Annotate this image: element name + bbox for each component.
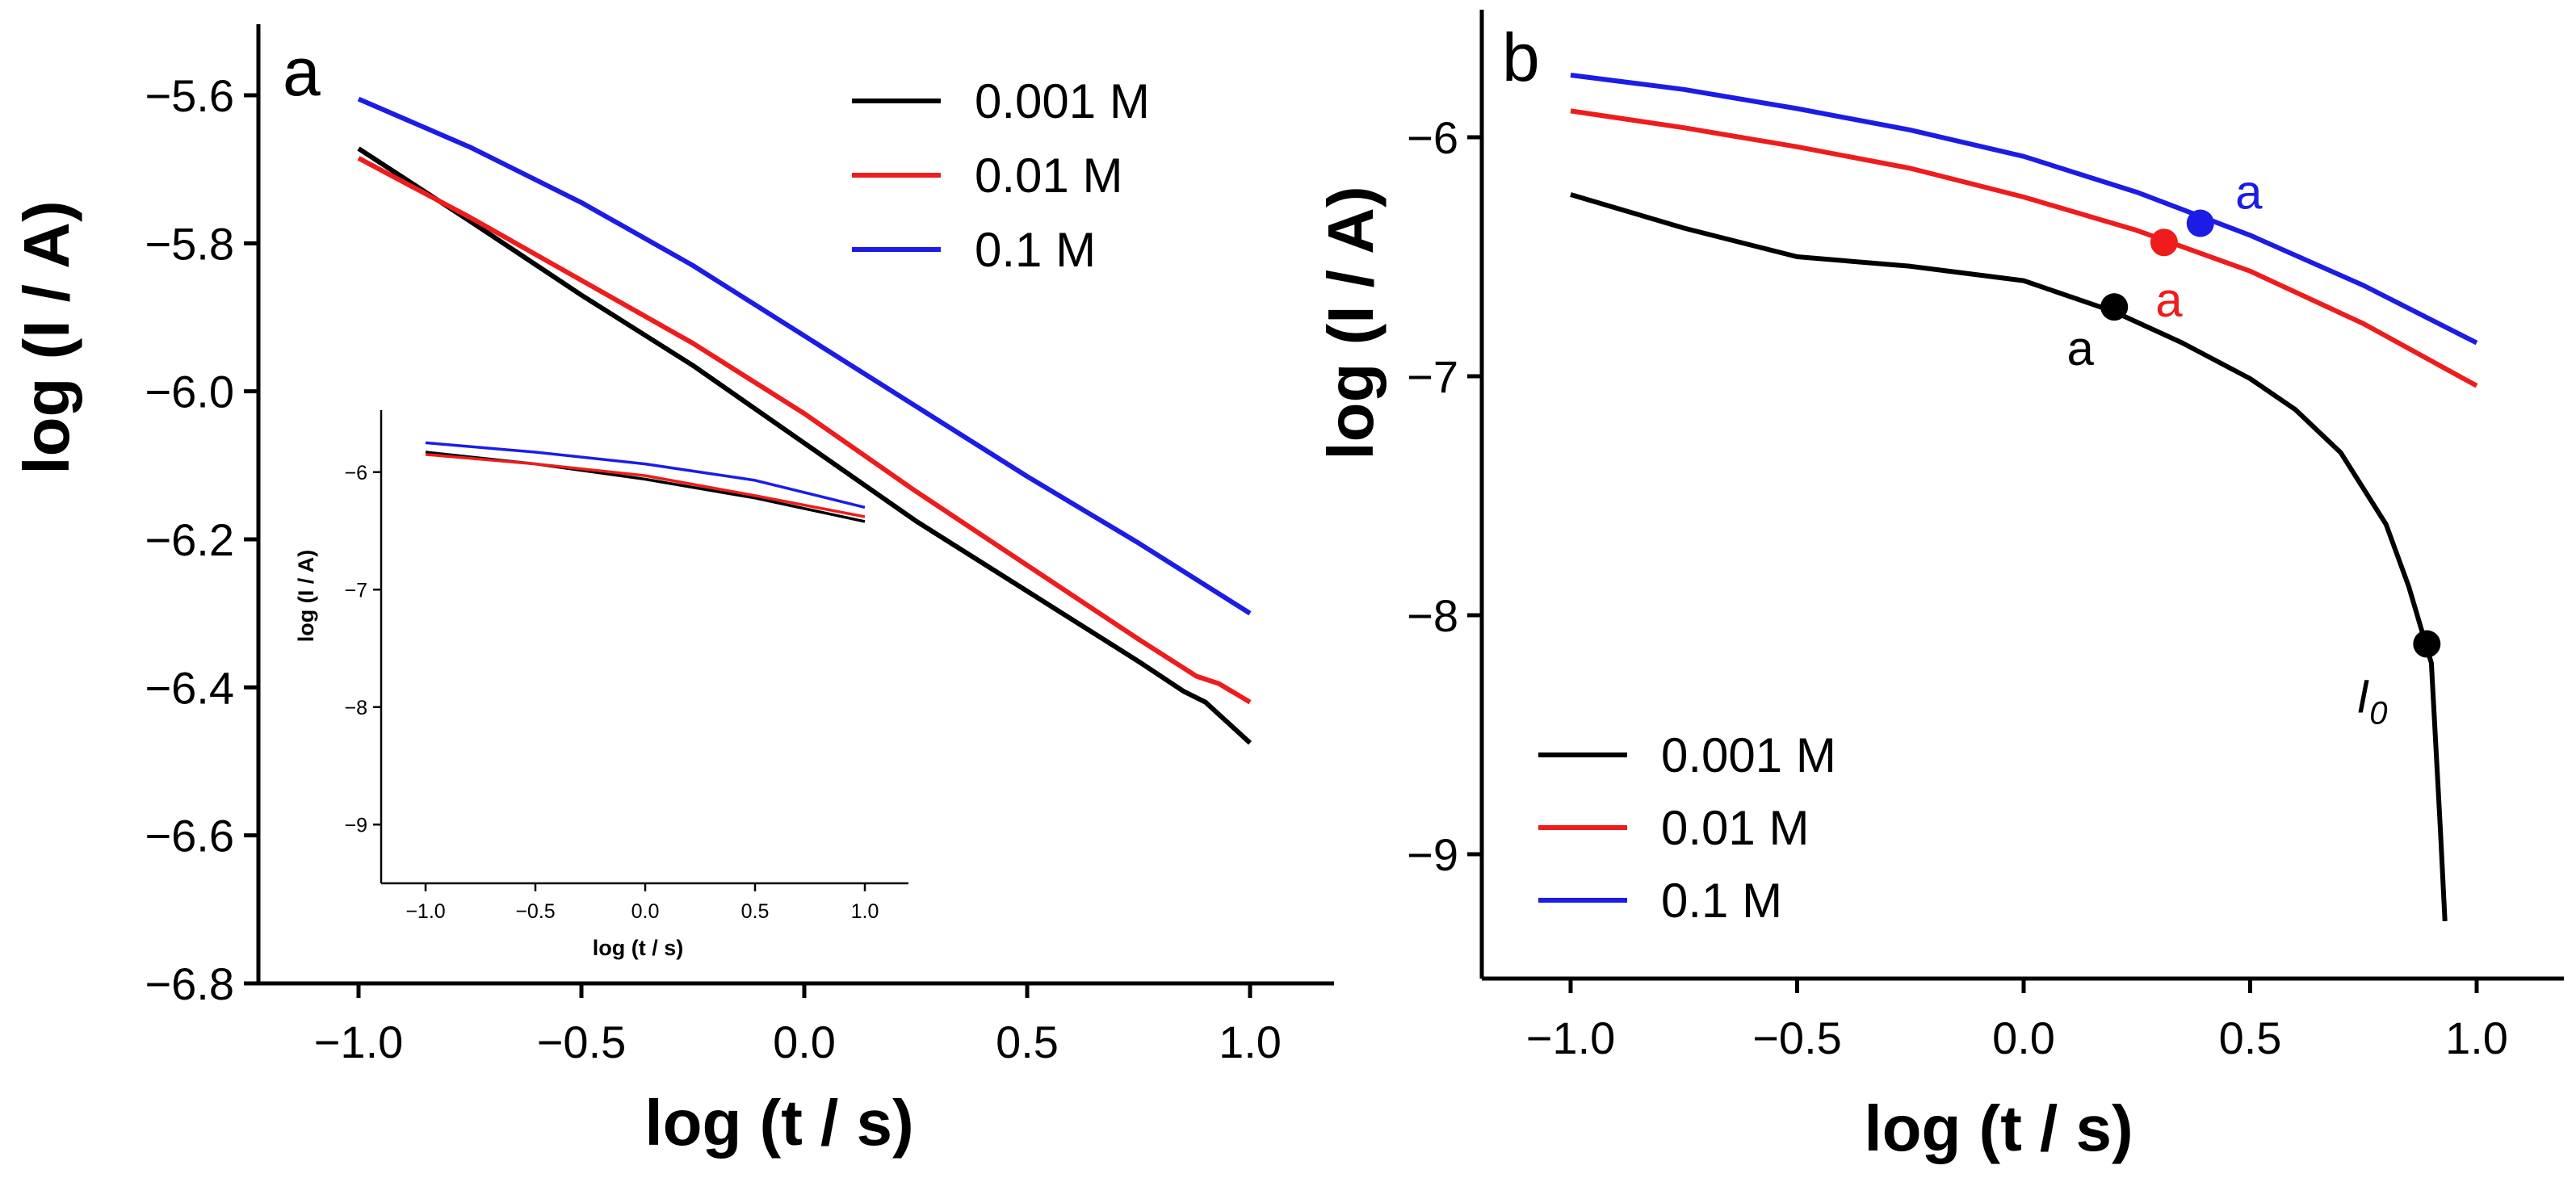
- panel-a-series-0-001-m: [357, 146, 1252, 745]
- panel-b-marker-label-text: a: [2155, 273, 2183, 327]
- inset-x-tick-label: 0.0: [631, 900, 660, 923]
- inset-x-tick-label: −0.5: [515, 900, 555, 923]
- panel-b-xlabel: log (t / s): [1864, 1092, 2133, 1164]
- panel-b-marker-point: [2186, 209, 2214, 237]
- panel-label-a: a: [283, 34, 321, 110]
- panel-a-series-0-01-m: [357, 156, 1252, 705]
- panel-b-marker-label-subscript: 0: [2369, 696, 2387, 732]
- panel-label-b: b: [1502, 19, 1540, 95]
- panel-a-y-tick-label: −6.4: [145, 662, 234, 713]
- panel-a-legend-label: 0.001 M: [975, 74, 1150, 128]
- panel-b-legend-label: 0.001 M: [1661, 728, 1836, 782]
- panel-a-x-tick-label: 1.0: [1219, 1017, 1282, 1067]
- panel-b-y-tick-label: −6: [1407, 112, 1458, 163]
- panel-a-inset: log (t / s) log (I / A) −1.0 −0.5 0.0 0.5 1.…: [294, 410, 908, 960]
- panel-b-marker-label: I0: [2356, 671, 2387, 732]
- panel-a-series-0-1-m: [357, 96, 1252, 616]
- panel-b-x-tick-label: −0.5: [1752, 1012, 1842, 1063]
- panel-b-series-0-1-m: [1570, 73, 2478, 346]
- panel-b: b −1.0 −0.5 0.0 0.5 1.0−9−8−7−6 log (t / s) …: [1315, 10, 2564, 1164]
- panel-b-legend: 0.001 M 0.01 M 0.1 M: [1538, 728, 1836, 928]
- panel-b-y-tick-label: −9: [1407, 829, 1458, 880]
- panel-a-y-tick-label: −6.6: [145, 811, 234, 861]
- inset-ylabel: log (I / A): [294, 550, 318, 642]
- panel-b-marker-label-text: I: [2356, 671, 2369, 723]
- panel-a-xlabel: log (t / s): [644, 1087, 913, 1159]
- panel-b-y-tick-label: −7: [1407, 351, 1458, 402]
- panel-a-legend-label: 0.01 M: [975, 149, 1122, 203]
- panel-b-plot-area: −1.0 −0.5 0.0 0.5 1.0 −9 −8 −7 −6: [1407, 10, 2564, 1063]
- inset-x-tick-label: 1.0: [851, 900, 879, 923]
- panel-b-marker-point: [2150, 228, 2178, 257]
- panel-a-y-tick-label: −5.6: [145, 70, 234, 121]
- panel-a-y-tick-label: −6.0: [145, 367, 234, 417]
- panel-a-y-tick-label: −6.2: [145, 514, 234, 565]
- panel-a: a −1.0 −0.5 0.0 0.5 1.0−6.8−6.6−6.4−6.2−6.0−…: [10, 24, 1334, 1159]
- inset-y-tick-label: −9: [344, 814, 367, 836]
- panel-b-legend-label: 0.1 M: [1661, 874, 1782, 928]
- panel-b-x-tick-label: 1.0: [2445, 1012, 2508, 1063]
- panel-b-marker-label-text: a: [2235, 166, 2263, 220]
- panel-a-x-tick-label: 0.0: [773, 1017, 836, 1067]
- panel-b-series-0-01-m: [1570, 108, 2478, 388]
- panel-a-x-tick-label: −0.5: [537, 1017, 627, 1067]
- panel-a-plot-area: −1.0 −0.5 0.0 0.5 1.0 −6.8 −6.6 −6.4 −6.2 −6.0 −5.…: [145, 24, 1334, 1067]
- panel-a-ylabel: log (I / A): [10, 200, 82, 474]
- panel-a-y-tick-label: −6.8: [145, 958, 234, 1009]
- inset-series-0-01-m: [425, 453, 866, 518]
- inset-x-tick-label: 0.5: [741, 900, 770, 923]
- inset-series-0-1-m: [425, 441, 866, 509]
- inset-y-tick-label: −6: [344, 462, 367, 484]
- panel-b-marker-label: a: [2155, 273, 2183, 327]
- panel-b-marker-point: [2413, 630, 2441, 658]
- panel-a-legend: 0.001 M 0.01 M 0.1 M: [852, 74, 1150, 277]
- inset-x-tick-label: −1.0: [405, 900, 445, 923]
- panel-a-x-tick-label: 0.5: [996, 1017, 1059, 1067]
- panel-b-legend-label: 0.01 M: [1661, 801, 1809, 855]
- panel-a-x-tick-label: −1.0: [314, 1017, 404, 1067]
- panel-b-x-tick-label: −1.0: [1526, 1012, 1616, 1063]
- inset-y-tick-label: −7: [344, 579, 367, 602]
- panel-a-y-tick-label: −5.8: [145, 218, 234, 269]
- panel-a-legend-label: 0.1 M: [975, 223, 1096, 277]
- panel-b-marker-label: a: [2235, 166, 2263, 220]
- inset-y-tick-label: −8: [344, 697, 367, 719]
- panel-b-x-tick-label: 0.0: [1992, 1012, 2055, 1063]
- panel-b-x-tick-label: 0.5: [2219, 1012, 2282, 1063]
- inset-xlabel: log (t / s): [593, 936, 683, 960]
- panel-b-marker-point: [2100, 293, 2129, 321]
- panel-b-ylabel: log (I / A): [1315, 186, 1387, 459]
- panel-b-marker-label-text: a: [2067, 321, 2095, 375]
- panel-b-y-tick-label: −8: [1407, 590, 1458, 641]
- panel-b-marker-label: a: [2067, 321, 2095, 375]
